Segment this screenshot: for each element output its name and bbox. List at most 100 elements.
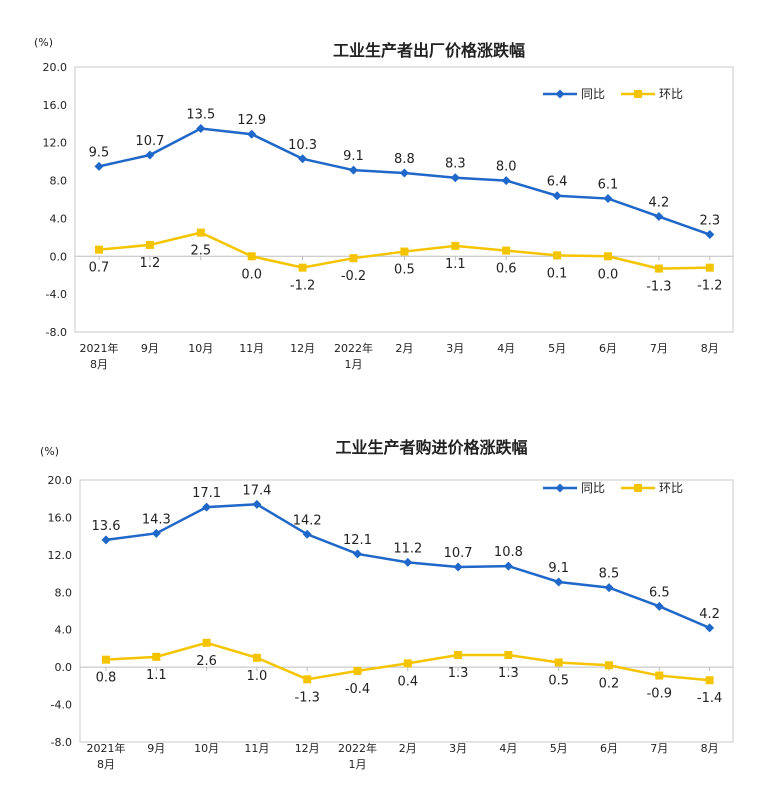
x-tick-label: 6月 [600,742,618,755]
x-tick-label: 1月 [345,358,363,371]
legend-label: 环比 [659,481,683,495]
data-label: 10.3 [288,138,317,153]
data-point [298,263,307,272]
y-tick-label: -4.0 [51,699,72,712]
data-label: 1.3 [448,666,469,681]
y-tick-label: 0.0 [50,250,68,263]
data-label: 0.4 [397,674,418,689]
data-point [654,264,663,273]
data-point [353,666,362,675]
chart-ppi-output-svg: 工业生产者出厂价格涨跌幅 (%) 20.0 16.0 12.0 8.0 4.0 0.0 -4.0… [34,36,734,371]
data-point [705,230,715,240]
data-label: 17.4 [242,483,271,498]
data-label: 0.8 [96,671,117,686]
chart-title: 工业生产者购进价格涨跌幅 [335,438,527,457]
x-tick-label: 4月 [499,742,517,755]
y-tick-label: 12.0 [43,137,68,150]
data-point [605,661,613,670]
data-label: 6.5 [649,585,670,600]
data-point [94,161,104,171]
chart-title: 工业生产者出厂价格涨跌幅 [333,41,525,60]
y-unit-label: (%) [34,36,53,49]
data-label: 14.3 [142,512,171,527]
data-point [705,623,715,633]
data-label: 1.3 [498,666,519,681]
data-point [705,676,714,685]
data-label: -1.2 [290,279,315,294]
x-tick-label: 6月 [599,342,617,355]
x-tick-label: 2022年 [334,341,373,355]
data-label: -1.3 [646,280,671,295]
x-tick-label: 11月 [239,342,264,355]
data-point [552,191,562,201]
y-tick-label: 16.0 [43,99,68,112]
data-point [403,659,412,668]
data-point [453,562,463,572]
y-tick-label: 20.0 [43,61,68,74]
data-point [604,252,612,261]
data-label: -1.3 [295,690,320,705]
x-tick-label: 12月 [290,342,315,355]
data-point [252,653,261,662]
y-tick-label: -8.0 [51,736,72,749]
x-tick-label: 2022年 [338,741,377,755]
y-tick-label: 20.0 [48,474,73,487]
data-point [145,150,155,160]
data-label: 8.3 [445,157,466,172]
data-label: 1.0 [247,669,268,684]
chart-ppi-purchase-svg: 工业生产者购进价格涨跌幅 (%) 20.0 16.0 12.0 8.0 4.0 0.0 -4.0… [40,438,734,771]
data-point [399,168,409,178]
data-label: 1.1 [445,257,466,272]
legend-marker [634,90,642,98]
data-point [655,671,664,680]
data-point [451,241,460,250]
data-point [303,675,312,684]
data-point [503,561,513,571]
data-point [654,212,664,222]
data-point [349,165,358,175]
data-label: 17.1 [192,486,221,501]
plot-area [74,66,734,333]
data-point [152,652,161,661]
y-tick-label: 12.0 [48,549,73,562]
data-point [151,528,161,538]
data-point [196,124,206,134]
data-label: 4.2 [649,196,670,211]
y-unit-label: (%) [40,445,59,458]
data-label: 2.3 [699,214,720,229]
data-label: 0.1 [547,266,568,281]
x-tick-label: 11月 [244,742,269,755]
data-label: 11.2 [393,541,422,556]
data-point [654,601,664,611]
legend-label: 同比 [581,481,605,495]
data-label: 0.5 [548,673,569,688]
y-tick-label: 4.0 [50,212,68,225]
data-label: 0.0 [241,267,262,282]
data-label: 12.1 [343,533,372,548]
x-tick-label: 8月 [97,758,115,771]
data-point [502,246,511,255]
x-tick-label: 7月 [650,742,668,755]
data-point [450,173,460,183]
data-label: 0.2 [599,676,620,691]
data-label: 0.5 [394,263,415,278]
y-tick-label: -8.0 [46,326,67,339]
x-tick-label: 2月 [399,742,417,755]
x-tick-label: 12月 [295,742,320,755]
data-point [353,549,362,559]
data-label: 0.7 [89,261,110,276]
x-tick-label: 4月 [497,342,515,355]
x-tick-label: 8月 [701,342,719,355]
x-tick-label: 9月 [147,742,165,755]
data-label: 0.0 [598,267,619,282]
x-tick-label: 3月 [449,742,467,755]
x-tick-label: 2021年 [80,341,119,355]
x-tick-label: 10月 [188,342,213,355]
data-point [196,228,205,237]
data-label: 13.6 [92,519,121,534]
data-label: 0.6 [496,262,517,277]
data-label: 6.1 [598,178,619,193]
data-label: 9.1 [343,149,364,164]
data-label: 13.5 [186,108,215,123]
data-point [102,655,110,664]
